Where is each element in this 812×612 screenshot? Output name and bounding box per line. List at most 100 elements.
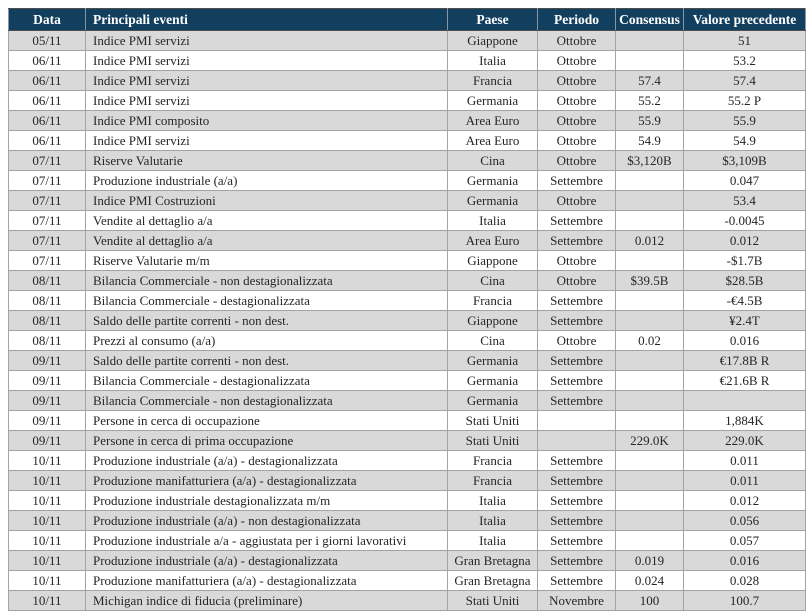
cell-data: 10/11 bbox=[8, 510, 86, 531]
cell-data: 06/11 bbox=[8, 110, 86, 131]
cell-consensus bbox=[615, 370, 684, 391]
cell-data: 10/11 bbox=[8, 550, 86, 571]
table-row: 06/11 Indice PMI servizi Italia Ottobre 53.2 bbox=[8, 50, 806, 71]
column-header-valore-precedente: Valore precedente bbox=[683, 8, 806, 31]
cell-data: 08/11 bbox=[8, 330, 86, 351]
cell-valore-precedente: €17.8B R bbox=[683, 350, 806, 371]
cell-valore-precedente: 229.0K bbox=[683, 430, 806, 451]
cell-data: 07/11 bbox=[8, 170, 86, 191]
cell-consensus: 0.02 bbox=[615, 330, 684, 351]
cell-valore-precedente: 0.011 bbox=[683, 470, 806, 491]
cell-periodo: Ottobre bbox=[537, 270, 616, 291]
cell-paese: Italia bbox=[447, 210, 538, 231]
cell-evento: Bilancia Commerciale - destagionalizzata bbox=[85, 370, 448, 391]
table-row: 07/11 Riserve Valutarie m/m Giappone Ottobr… bbox=[8, 250, 806, 271]
cell-periodo: Ottobre bbox=[537, 50, 616, 71]
cell-evento: Persone in cerca di prima occupazione bbox=[85, 430, 448, 451]
cell-periodo: Settembre bbox=[537, 230, 616, 251]
cell-consensus bbox=[615, 350, 684, 371]
table-body: 05/11 Indice PMI servizi Giappone Ottobre 51… bbox=[8, 30, 806, 611]
cell-periodo: Ottobre bbox=[537, 130, 616, 151]
cell-periodo: Settembre bbox=[537, 390, 616, 411]
cell-valore-precedente: 0.057 bbox=[683, 530, 806, 551]
cell-consensus bbox=[615, 510, 684, 531]
cell-valore-precedente: 53.2 bbox=[683, 50, 806, 71]
cell-valore-precedente: 0.016 bbox=[683, 550, 806, 571]
cell-evento: Prezzi al consumo (a/a) bbox=[85, 330, 448, 351]
cell-evento: Vendite al dettaglio a/a bbox=[85, 230, 448, 251]
cell-valore-precedente: ¥2.4T bbox=[683, 310, 806, 331]
cell-consensus: 100 bbox=[615, 590, 684, 611]
cell-data: 06/11 bbox=[8, 130, 86, 151]
table-row: 10/11 Produzione industriale destagionali… bbox=[8, 490, 806, 511]
cell-periodo: Ottobre bbox=[537, 110, 616, 131]
cell-paese: Cina bbox=[447, 270, 538, 291]
cell-valore-precedente: 1,884K bbox=[683, 410, 806, 431]
cell-periodo: Settembre bbox=[537, 530, 616, 551]
table-row: 10/11 Produzione industriale (a/a) - dest… bbox=[8, 450, 806, 471]
cell-evento: Persone in cerca di occupazione bbox=[85, 410, 448, 431]
column-header-consensus: Consensus bbox=[615, 8, 684, 31]
cell-data: 05/11 bbox=[8, 30, 86, 51]
cell-evento: Produzione industriale (a/a) - destagion… bbox=[85, 450, 448, 471]
cell-paese: Germania bbox=[447, 350, 538, 371]
cell-periodo: Settembre bbox=[537, 490, 616, 511]
cell-periodo: Settembre bbox=[537, 510, 616, 531]
cell-data: 07/11 bbox=[8, 230, 86, 251]
cell-valore-precedente: 54.9 bbox=[683, 130, 806, 151]
cell-data: 10/11 bbox=[8, 590, 86, 611]
cell-consensus bbox=[615, 530, 684, 551]
table-row: 08/11 Prezzi al consumo (a/a) Cina Ottobre 0… bbox=[8, 330, 806, 351]
cell-data: 07/11 bbox=[8, 210, 86, 231]
cell-consensus: 54.9 bbox=[615, 130, 684, 151]
cell-periodo: Ottobre bbox=[537, 70, 616, 91]
cell-paese: Cina bbox=[447, 330, 538, 351]
cell-valore-precedente: -€4.5B bbox=[683, 290, 806, 311]
cell-evento: Indice PMI servizi bbox=[85, 90, 448, 111]
cell-data: 10/11 bbox=[8, 470, 86, 491]
cell-periodo: Settembre bbox=[537, 170, 616, 191]
cell-evento: Riserve Valutarie m/m bbox=[85, 250, 448, 271]
table-row: 05/11 Indice PMI servizi Giappone Ottobre 51 bbox=[8, 30, 806, 51]
economic-events-table: Data Principali eventi Paese Periodo Consens… bbox=[8, 8, 806, 611]
cell-valore-precedente: 0.028 bbox=[683, 570, 806, 591]
cell-consensus: 0.024 bbox=[615, 570, 684, 591]
cell-data: 07/11 bbox=[8, 150, 86, 171]
cell-evento: Produzione industriale destagionalizzata… bbox=[85, 490, 448, 511]
cell-evento: Riserve Valutarie bbox=[85, 150, 448, 171]
cell-valore-precedente: 57.4 bbox=[683, 70, 806, 91]
cell-valore-precedente: -0.0045 bbox=[683, 210, 806, 231]
table-row: 10/11 Michigan indice di fiducia (prelimi… bbox=[8, 590, 806, 611]
cell-data: 10/11 bbox=[8, 450, 86, 471]
cell-periodo: Ottobre bbox=[537, 30, 616, 51]
cell-valore-precedente: €21.6B R bbox=[683, 370, 806, 391]
cell-data: 06/11 bbox=[8, 90, 86, 111]
cell-evento: Bilancia Commerciale - non destagionaliz… bbox=[85, 270, 448, 291]
cell-valore-precedente: $3,109B bbox=[683, 150, 806, 171]
column-header-paese: Paese bbox=[447, 8, 538, 31]
cell-periodo: Ottobre bbox=[537, 330, 616, 351]
cell-evento: Indice PMI servizi bbox=[85, 130, 448, 151]
table-row: 08/11 Bilancia Commerciale - non destagio… bbox=[8, 270, 806, 291]
cell-paese: Italia bbox=[447, 50, 538, 71]
table-row: 10/11 Produzione manifatturiera (a/a) - d… bbox=[8, 470, 806, 491]
table-row: 10/11 Produzione industriale a/a - aggius… bbox=[8, 530, 806, 551]
cell-valore-precedente bbox=[683, 390, 806, 411]
cell-data: 10/11 bbox=[8, 530, 86, 551]
cell-valore-precedente: 51 bbox=[683, 30, 806, 51]
column-header-periodo: Periodo bbox=[537, 8, 616, 31]
cell-periodo: Ottobre bbox=[537, 190, 616, 211]
cell-evento: Indice PMI servizi bbox=[85, 30, 448, 51]
cell-consensus bbox=[615, 190, 684, 211]
cell-valore-precedente: 0.016 bbox=[683, 330, 806, 351]
cell-consensus: $39.5B bbox=[615, 270, 684, 291]
cell-valore-precedente: 0.047 bbox=[683, 170, 806, 191]
cell-paese: Francia bbox=[447, 290, 538, 311]
cell-valore-precedente: 0.012 bbox=[683, 490, 806, 511]
cell-consensus: 57.4 bbox=[615, 70, 684, 91]
cell-paese: Italia bbox=[447, 490, 538, 511]
cell-consensus: 55.9 bbox=[615, 110, 684, 131]
cell-paese: Gran Bretagna bbox=[447, 570, 538, 591]
cell-paese: Stati Uniti bbox=[447, 430, 538, 451]
cell-consensus bbox=[615, 30, 684, 51]
